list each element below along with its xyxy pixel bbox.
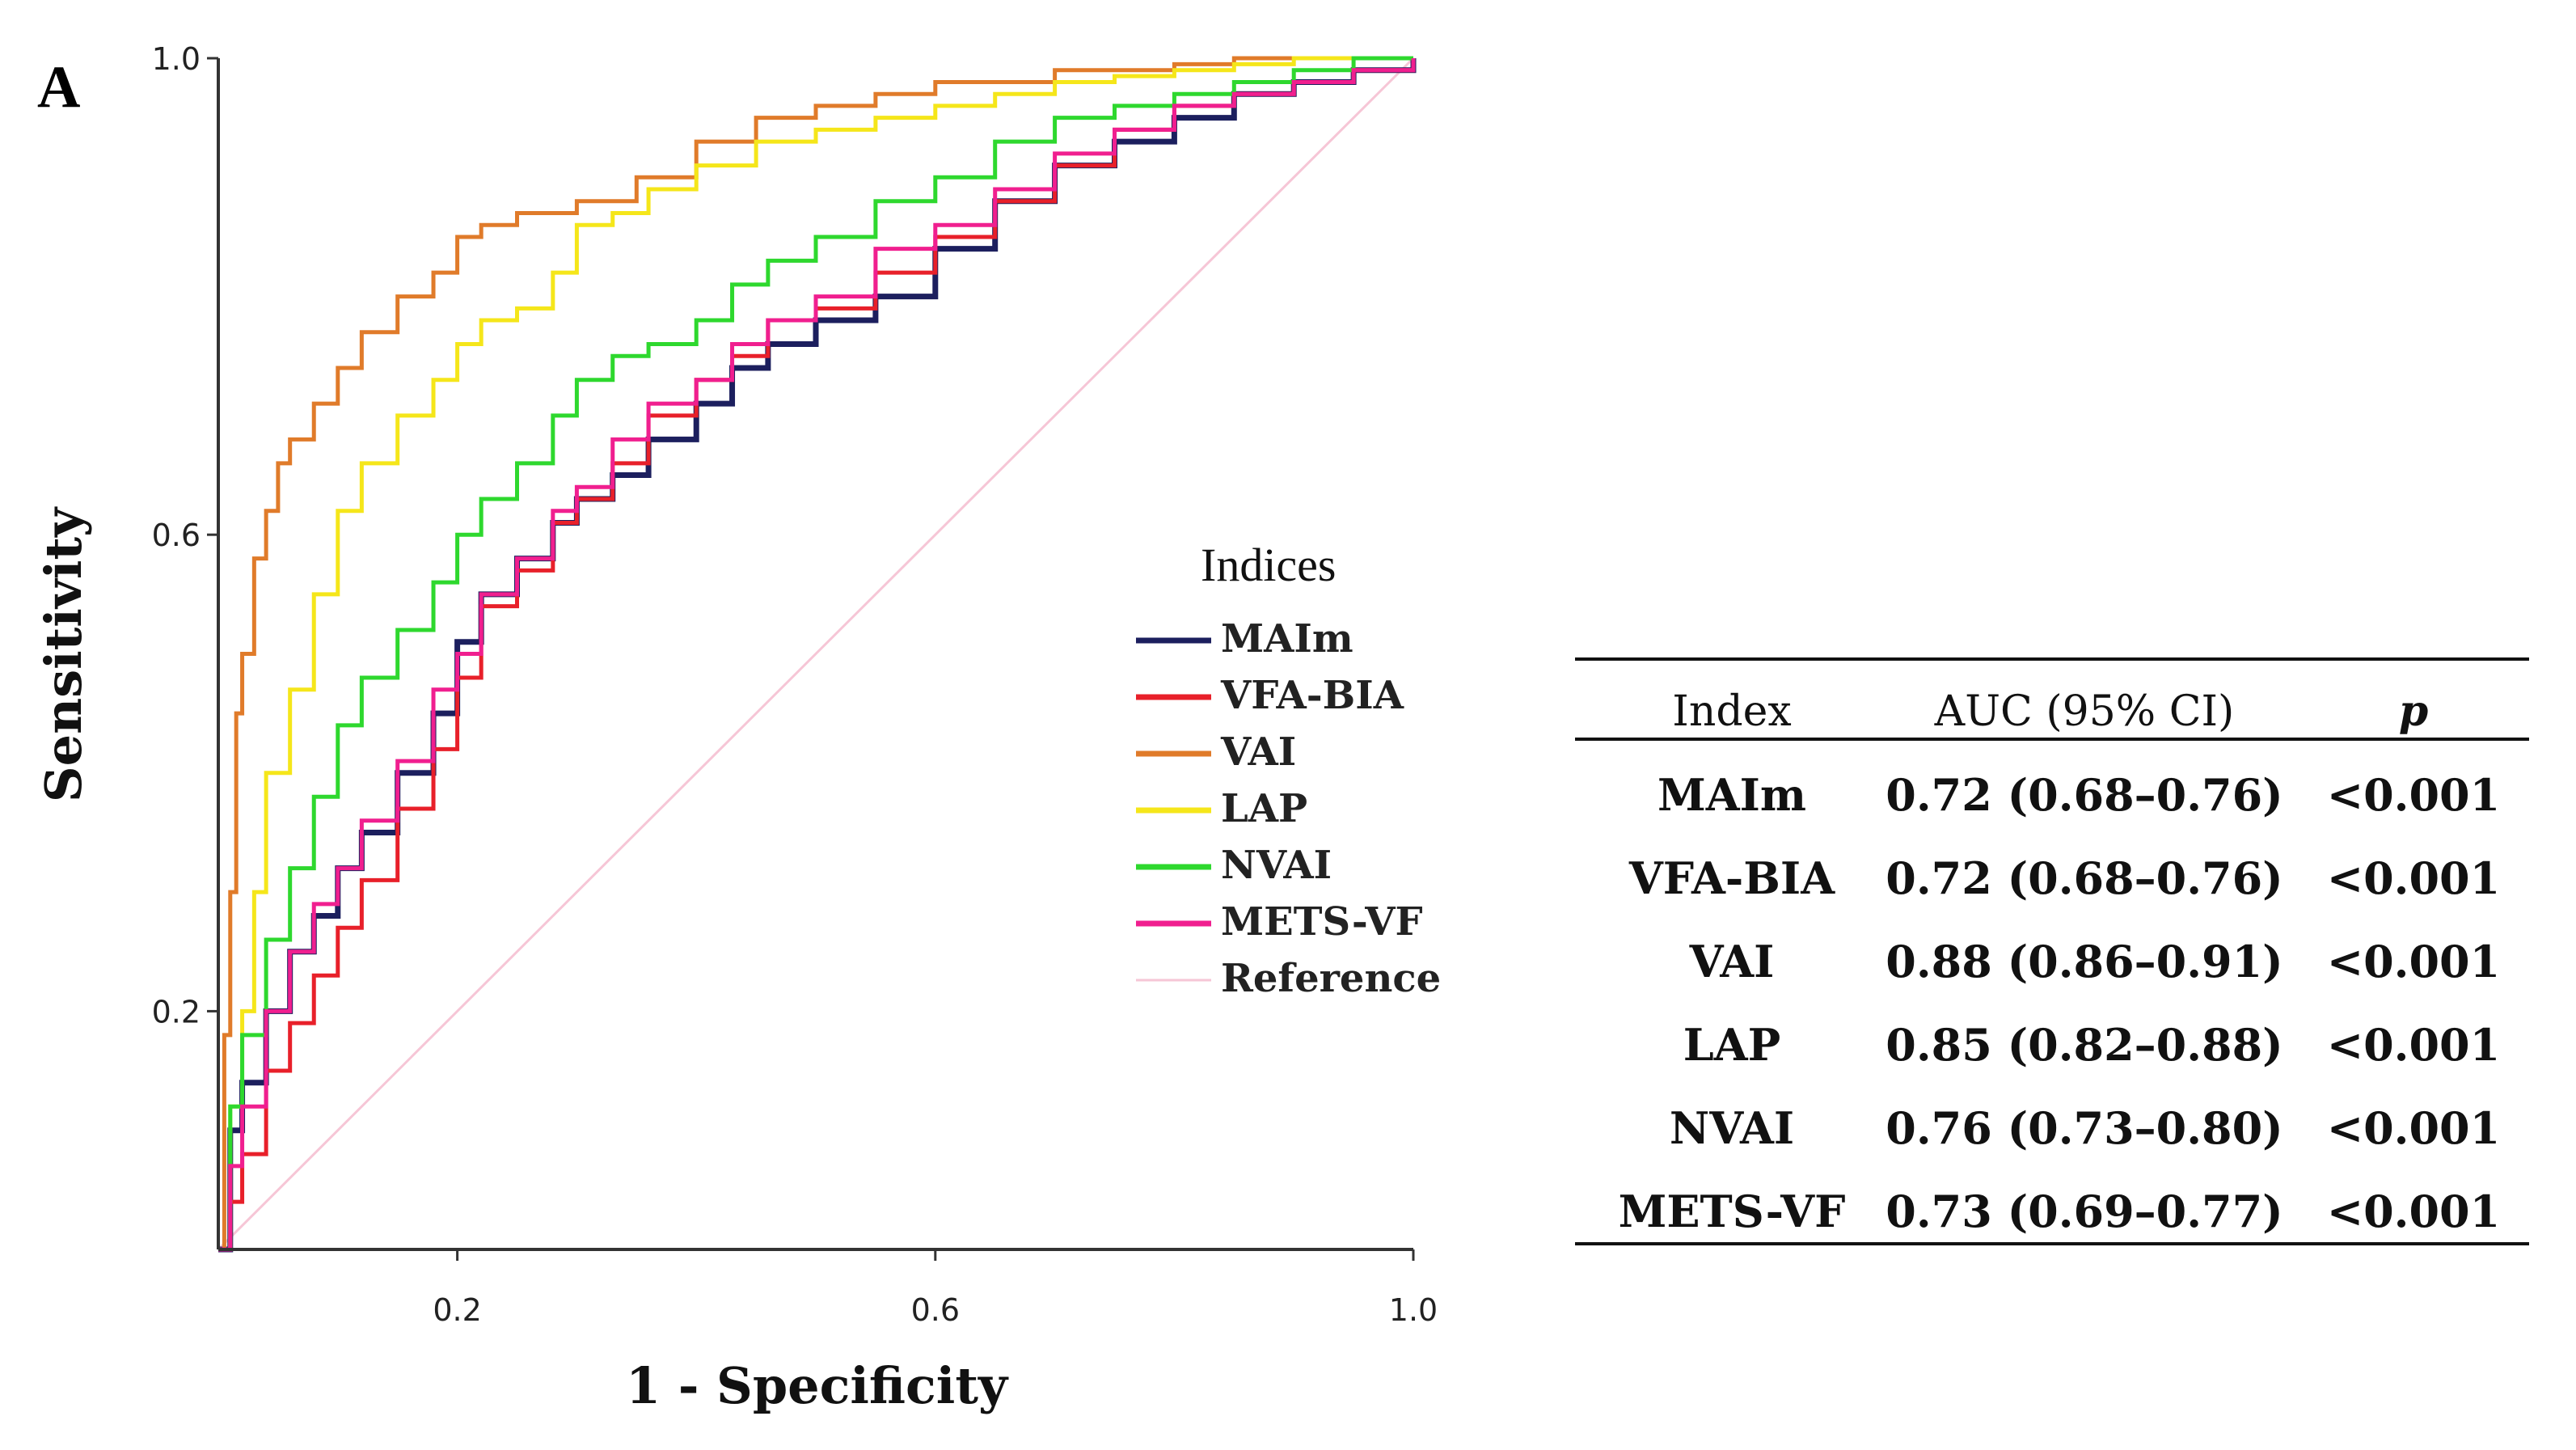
table-cell-r2-c1: 0.88 (0.86–0.91) (1886, 936, 2283, 987)
table-cell-r2-c0: VAI (1689, 936, 1775, 987)
x-tick-label: 0.6 (911, 1292, 960, 1328)
x-axis-title: 1 - Specificity (626, 1356, 1009, 1415)
table-cell-r5-c1: 0.73 (0.69–0.77) (1886, 1186, 2283, 1237)
table-cell-r0-c0: MAIm (1658, 769, 1806, 821)
table-cell-r4-c2: <0.001 (2327, 1102, 2500, 1154)
auc-table: Index AUC (95% CI) p MAIm 0.72 (0.68–0.76… (1575, 657, 2529, 1245)
legend-label-mets-vf: METS-VF (1221, 899, 1423, 945)
table-cell-r2-c2: <0.001 (2327, 936, 2500, 987)
series-line-nvai (218, 56, 1413, 1252)
table-cell-r1-c2: <0.001 (2327, 852, 2500, 904)
legend-label-vai: VAI (1220, 729, 1296, 775)
legend-label-vfa-bia: VFA-BIA (1220, 673, 1404, 718)
table-cell-r0-c1: 0.72 (0.68–0.76) (1886, 769, 2283, 821)
table-cell-r4-c0: NVAI (1670, 1102, 1794, 1154)
legend-title: Indices (1201, 539, 1337, 591)
table-cell-r4-c1: 0.76 (0.73–0.80) (1886, 1102, 2283, 1154)
panel-label: A (37, 54, 80, 120)
table-cell-r3-c1: 0.85 (0.82–0.88) (1886, 1019, 2283, 1071)
series-layer (217, 56, 1417, 1253)
table-header-index: Index (1672, 687, 1791, 736)
table-cell-r3-c0: LAP (1683, 1019, 1780, 1071)
series-line-vai (218, 56, 1413, 1252)
table-cell-r1-c0: VFA-BIA (1628, 852, 1835, 904)
legend: Indices MAIm VFA-BIA VAI LAP NVAI METS-VF Refe… (1136, 539, 1441, 1001)
series-line-mets-vf (218, 58, 1416, 1252)
y-tick-label: 1.0 (152, 41, 201, 77)
table-header-auc: AUC (95% CI) (1934, 687, 2235, 736)
legend-label-reference: Reference (1221, 956, 1441, 1001)
series-line-reference (217, 57, 1415, 1251)
table-cell-r5-c2: <0.001 (2327, 1186, 2500, 1237)
tick-layer: 0.2 0.6 1.0 0.2 0.6 1.0 (152, 41, 1438, 1328)
y-axis-title: Sensitivity (34, 506, 93, 802)
y-tick-label: 0.2 (152, 994, 201, 1029)
legend-label-lap: LAP (1221, 786, 1307, 831)
y-tick-label: 0.6 (152, 518, 201, 553)
x-tick-label: 1.0 (1389, 1292, 1438, 1328)
table-cell-r0-c2: <0.001 (2327, 769, 2500, 821)
table-cell-r5-c0: METS-VF (1619, 1186, 1846, 1237)
table-cell-r1-c1: 0.72 (0.68–0.76) (1886, 852, 2283, 904)
table-cell-r3-c2: <0.001 (2327, 1019, 2500, 1071)
legend-label-nvai: NVAI (1221, 843, 1332, 888)
x-tick-label: 0.2 (433, 1292, 481, 1328)
legend-label-maim: MAIm (1221, 616, 1353, 662)
table-header-p: p (2399, 687, 2428, 736)
series-line-lap (218, 56, 1413, 1252)
